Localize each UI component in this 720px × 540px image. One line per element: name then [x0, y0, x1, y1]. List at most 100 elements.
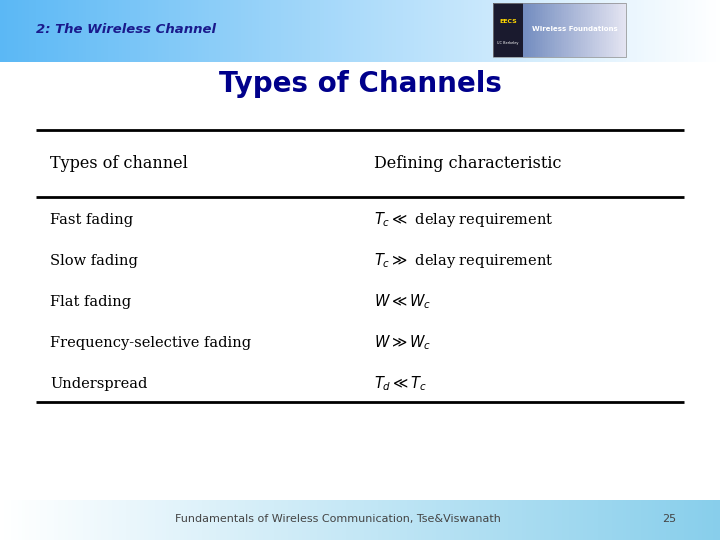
Bar: [277, 0, 281, 62]
Bar: [367, 500, 371, 540]
Bar: [176, 0, 180, 62]
Bar: [599, 3, 600, 57]
Bar: [439, 0, 443, 62]
Bar: [126, 500, 130, 540]
Bar: [212, 500, 216, 540]
Bar: [248, 0, 252, 62]
Bar: [382, 0, 385, 62]
Bar: [531, 3, 533, 57]
Bar: [524, 3, 526, 57]
Bar: [562, 3, 564, 57]
Bar: [288, 500, 292, 540]
Bar: [389, 0, 392, 62]
Bar: [86, 500, 90, 540]
Bar: [461, 0, 464, 62]
Bar: [288, 0, 292, 62]
Bar: [557, 3, 559, 57]
Bar: [274, 500, 277, 540]
Bar: [450, 500, 454, 540]
Bar: [79, 500, 83, 540]
Bar: [552, 3, 554, 57]
Bar: [522, 0, 526, 62]
Bar: [104, 500, 108, 540]
Bar: [609, 3, 611, 57]
Text: 2: The Wireless Channel: 2: The Wireless Channel: [36, 23, 216, 36]
Bar: [97, 0, 101, 62]
Text: $T_c \gg$ delay requirement: $T_c \gg$ delay requirement: [374, 251, 554, 270]
Bar: [245, 0, 248, 62]
Bar: [569, 0, 572, 62]
Bar: [547, 500, 551, 540]
Bar: [580, 3, 581, 57]
Bar: [698, 0, 702, 62]
Bar: [61, 500, 65, 540]
Bar: [155, 500, 158, 540]
Bar: [709, 0, 713, 62]
Bar: [626, 500, 630, 540]
Bar: [482, 500, 486, 540]
Bar: [545, 3, 546, 57]
Bar: [216, 0, 220, 62]
Bar: [162, 500, 166, 540]
Bar: [673, 0, 677, 62]
Bar: [598, 0, 601, 62]
Bar: [634, 500, 637, 540]
Bar: [604, 3, 606, 57]
Bar: [306, 0, 310, 62]
Bar: [706, 0, 709, 62]
Bar: [504, 500, 508, 540]
Bar: [18, 0, 22, 62]
Bar: [533, 500, 536, 540]
Bar: [407, 500, 410, 540]
Bar: [695, 0, 698, 62]
Bar: [137, 0, 140, 62]
Bar: [223, 500, 227, 540]
Text: 25: 25: [662, 515, 677, 524]
Bar: [533, 0, 536, 62]
Bar: [475, 500, 479, 540]
Bar: [547, 0, 551, 62]
Bar: [551, 500, 554, 540]
Bar: [428, 500, 432, 540]
Bar: [605, 0, 608, 62]
Bar: [76, 500, 79, 540]
Bar: [625, 3, 626, 57]
Bar: [493, 3, 523, 57]
Bar: [263, 500, 266, 540]
Bar: [598, 500, 601, 540]
Bar: [396, 0, 400, 62]
Bar: [202, 0, 205, 62]
Bar: [662, 500, 666, 540]
Bar: [392, 500, 396, 540]
Bar: [86, 0, 90, 62]
Bar: [353, 0, 356, 62]
Bar: [256, 500, 259, 540]
Bar: [608, 0, 612, 62]
Bar: [133, 0, 137, 62]
Bar: [425, 500, 428, 540]
Bar: [108, 0, 112, 62]
Bar: [482, 0, 486, 62]
Bar: [616, 3, 618, 57]
Bar: [194, 0, 198, 62]
Bar: [619, 0, 623, 62]
Bar: [94, 0, 97, 62]
Bar: [522, 500, 526, 540]
Bar: [245, 500, 248, 540]
Bar: [666, 500, 670, 540]
Text: $T_c \ll$ delay requirement: $T_c \ll$ delay requirement: [374, 210, 554, 229]
Bar: [140, 500, 144, 540]
Bar: [562, 0, 565, 62]
Bar: [115, 0, 119, 62]
Bar: [400, 0, 403, 62]
Bar: [414, 0, 418, 62]
Bar: [180, 500, 184, 540]
Bar: [576, 0, 580, 62]
Bar: [500, 500, 504, 540]
Bar: [569, 500, 572, 540]
Bar: [227, 0, 230, 62]
Bar: [317, 500, 320, 540]
Bar: [184, 500, 187, 540]
Bar: [511, 0, 515, 62]
Bar: [493, 3, 626, 57]
